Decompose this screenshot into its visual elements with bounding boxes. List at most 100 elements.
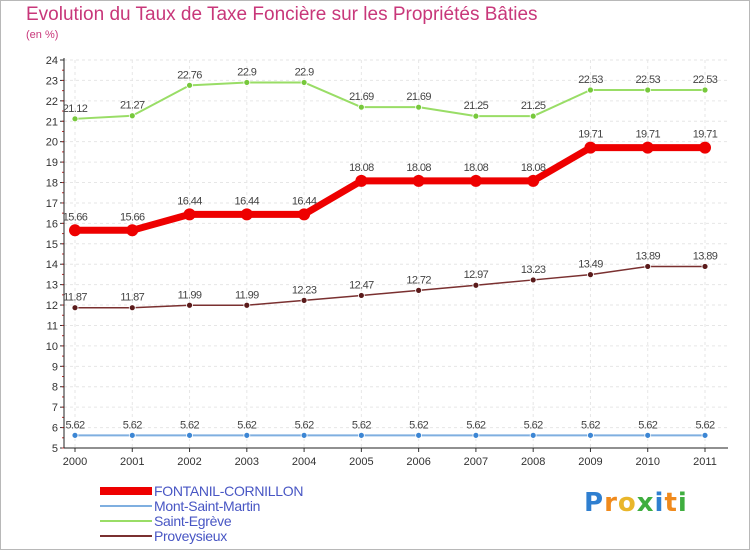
y-tick-label: 7 bbox=[52, 402, 58, 414]
data-point-saint-egreve bbox=[243, 79, 251, 86]
data-label-mont-saint-martin: 5.62 bbox=[180, 419, 199, 431]
data-label-saint-egreve: 22.76 bbox=[177, 69, 202, 81]
data-point-proveysieux bbox=[587, 271, 594, 279]
data-point-fontanil-cornillon bbox=[527, 174, 540, 187]
x-tick-label: 2002 bbox=[177, 456, 201, 468]
data-point-saint-egreve bbox=[71, 115, 79, 123]
data-label-fontanil-cornillon: 18.08 bbox=[464, 162, 489, 174]
chart-subtitle: (en %) bbox=[26, 29, 59, 41]
data-label-saint-egreve: 21.25 bbox=[464, 100, 489, 112]
data-label-mont-saint-martin: 5.62 bbox=[237, 419, 256, 431]
data-label-mont-saint-martin: 5.62 bbox=[524, 419, 543, 431]
y-tick-label: 18 bbox=[46, 178, 58, 190]
data-label-fontanil-cornillon: 15.66 bbox=[63, 211, 88, 223]
data-label-proveysieux: 12.72 bbox=[406, 274, 431, 286]
data-point-mont-saint-martin bbox=[472, 431, 480, 439]
data-point-saint-egreve bbox=[357, 103, 365, 111]
data-point-mont-saint-martin bbox=[71, 431, 79, 439]
x-tick-label: 2004 bbox=[292, 456, 316, 468]
data-point-saint-egreve bbox=[300, 79, 308, 86]
y-tick-label: 17 bbox=[46, 198, 58, 210]
data-label-saint-egreve: 21.27 bbox=[120, 100, 145, 112]
data-label-proveysieux: 13.89 bbox=[635, 250, 660, 262]
logo-letter: i bbox=[677, 488, 688, 518]
data-label-proveysieux: 12.97 bbox=[464, 269, 489, 281]
data-label-proveysieux: 11.87 bbox=[120, 292, 144, 304]
logo-letter: t bbox=[664, 488, 678, 518]
data-point-proveysieux bbox=[128, 304, 136, 312]
data-label-mont-saint-martin: 5.62 bbox=[466, 419, 485, 431]
y-tick-label: 24 bbox=[46, 55, 58, 67]
series-line-proveysieux bbox=[75, 265, 705, 309]
y-tick-label: 21 bbox=[46, 116, 58, 128]
data-point-saint-egreve bbox=[415, 103, 423, 111]
x-tick-label: 2006 bbox=[406, 456, 430, 468]
data-point-fontanil-cornillon bbox=[298, 208, 311, 221]
y-tick-label: 19 bbox=[46, 157, 58, 169]
x-tick-label: 2007 bbox=[464, 456, 488, 468]
logo-letter: P bbox=[584, 488, 605, 518]
data-label-proveysieux: 13.89 bbox=[693, 250, 718, 262]
y-tick-label: 15 bbox=[46, 239, 58, 251]
data-point-saint-egreve bbox=[186, 81, 193, 89]
logo-letter: x bbox=[636, 488, 655, 518]
y-tick-label: 9 bbox=[52, 361, 58, 373]
y-tick-label: 8 bbox=[52, 382, 58, 394]
y-tick-label: 12 bbox=[46, 300, 58, 312]
legend-swatch bbox=[100, 520, 152, 522]
data-point-proveysieux bbox=[701, 263, 709, 270]
data-point-proveysieux bbox=[529, 276, 537, 284]
x-tick-label: 2008 bbox=[521, 456, 545, 468]
data-point-proveysieux bbox=[71, 304, 79, 312]
data-label-saint-egreve: 22.9 bbox=[237, 66, 256, 78]
data-point-mont-saint-martin bbox=[243, 431, 251, 439]
data-point-saint-egreve bbox=[587, 86, 594, 94]
data-point-mont-saint-martin bbox=[186, 431, 193, 439]
data-point-saint-egreve bbox=[529, 112, 537, 120]
data-point-proveysieux bbox=[357, 292, 365, 299]
chart-title: Evolution du Taux de Taxe Foncière sur l… bbox=[26, 4, 538, 25]
x-tick-label: 2001 bbox=[120, 456, 144, 468]
data-label-fontanil-cornillon: 18.08 bbox=[406, 162, 431, 174]
data-point-fontanil-cornillon bbox=[584, 141, 597, 154]
data-point-saint-egreve bbox=[701, 86, 709, 94]
y-tick-label: 14 bbox=[46, 259, 58, 271]
data-label-mont-saint-martin: 5.62 bbox=[581, 419, 600, 431]
logo-letter: r bbox=[604, 488, 618, 518]
data-point-fontanil-cornillon bbox=[69, 224, 81, 237]
data-point-fontanil-cornillon bbox=[183, 208, 196, 221]
data-label-saint-egreve: 22.53 bbox=[635, 74, 660, 86]
x-tick-label: 2011 bbox=[693, 456, 717, 468]
y-tick-label: 10 bbox=[46, 341, 58, 353]
data-label-mont-saint-martin: 5.62 bbox=[695, 419, 714, 431]
data-label-mont-saint-martin: 5.62 bbox=[638, 419, 657, 431]
data-label-fontanil-cornillon: 15.66 bbox=[120, 211, 145, 223]
data-label-saint-egreve: 21.69 bbox=[349, 91, 374, 103]
data-label-fontanil-cornillon: 19.71 bbox=[578, 129, 603, 141]
legend-label: Saint-Egrève bbox=[154, 513, 232, 529]
data-label-proveysieux: 12.23 bbox=[292, 284, 317, 296]
y-tick-label: 22 bbox=[46, 96, 58, 108]
legend-label: Mont-Saint-Martin bbox=[154, 498, 261, 514]
data-point-mont-saint-martin bbox=[644, 431, 652, 439]
data-point-saint-egreve bbox=[472, 112, 480, 120]
proxiti-logo: Proxiti bbox=[584, 488, 688, 518]
series-line-saint-egreve bbox=[74, 81, 705, 120]
data-label-fontanil-cornillon: 16.44 bbox=[177, 195, 202, 207]
x-tick-label: 2003 bbox=[235, 456, 259, 468]
data-label-saint-egreve: 22.53 bbox=[693, 74, 718, 86]
data-point-mont-saint-martin bbox=[701, 431, 709, 439]
data-point-mont-saint-martin bbox=[415, 431, 423, 439]
data-point-proveysieux bbox=[186, 301, 193, 309]
data-label-proveysieux: 13.23 bbox=[521, 264, 546, 276]
data-point-fontanil-cornillon bbox=[641, 141, 654, 154]
data-point-fontanil-cornillon bbox=[412, 174, 425, 187]
x-tick-label: 2005 bbox=[349, 456, 373, 468]
data-label-fontanil-cornillon: 19.71 bbox=[693, 129, 718, 141]
data-point-saint-egreve bbox=[644, 86, 652, 94]
legend-label: FONTANIL-CORNILLON bbox=[154, 483, 304, 499]
data-label-mont-saint-martin: 5.62 bbox=[65, 419, 84, 431]
data-label-mont-saint-martin: 5.62 bbox=[409, 419, 428, 431]
